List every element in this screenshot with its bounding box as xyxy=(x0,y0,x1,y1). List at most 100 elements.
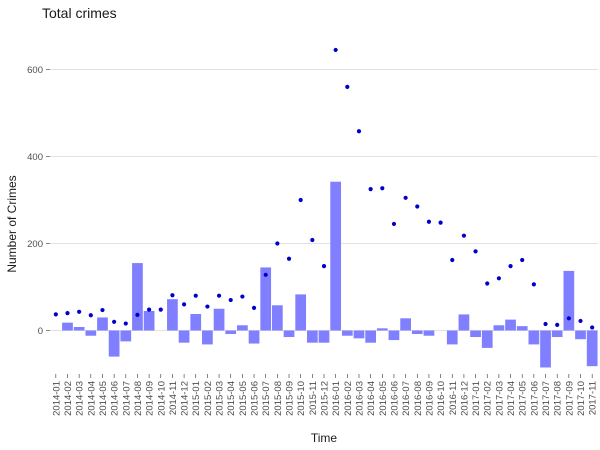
y-tick-label-2: 400 xyxy=(27,152,43,163)
bar-2016-01 xyxy=(330,181,342,331)
bar-2016-07 xyxy=(400,318,411,331)
bar-2015-01 xyxy=(190,313,202,331)
x-tick-label-2015-11: 2015-11 xyxy=(308,381,319,415)
chart-title: Total crimes xyxy=(42,5,117,21)
x-tick-label-2017-08: 2017-08 xyxy=(553,381,564,416)
x-tick-label-2014-05: 2014-05 xyxy=(98,381,109,416)
bar-2014-08 xyxy=(132,263,143,331)
x-tick-label-2016-10: 2016-10 xyxy=(436,381,447,416)
bar-2017-03 xyxy=(493,325,505,331)
point-2015-03 xyxy=(216,293,222,298)
x-axis-label: Time xyxy=(311,431,338,445)
x-tick-label-2016-03: 2016-03 xyxy=(354,381,365,416)
point-2016-04 xyxy=(368,187,373,192)
x-tick-label-2016-05: 2016-05 xyxy=(378,381,389,416)
point-2014-05 xyxy=(100,307,105,313)
bar-2016-09 xyxy=(423,330,435,336)
x-tick-label-2014-02: 2014-02 xyxy=(63,381,74,416)
point-2017-04 xyxy=(508,264,513,269)
point-2017-09 xyxy=(566,316,571,321)
x-tick-label-2015-07: 2015-07 xyxy=(261,381,272,416)
x-tick-label-2016-11: 2016-11 xyxy=(448,381,459,415)
point-2017-02 xyxy=(485,281,490,286)
bar-2016-05 xyxy=(376,328,388,331)
point-2016-10 xyxy=(438,220,443,225)
x-tick-label-2017-01: 2017-01 xyxy=(471,381,482,416)
x-tick-label-2016-09: 2016-09 xyxy=(424,381,435,416)
point-2014-08 xyxy=(135,312,140,317)
bar-2017-04 xyxy=(505,319,516,331)
point-2016-12 xyxy=(461,233,467,238)
bar-2014-04 xyxy=(85,330,97,336)
point-2015-11 xyxy=(310,237,315,243)
x-tick-label-2015-12: 2015-12 xyxy=(320,381,331,416)
point-2015-05 xyxy=(240,294,245,299)
point-2017-05 xyxy=(520,257,525,263)
point-2017-03 xyxy=(496,276,501,281)
point-series xyxy=(53,47,595,330)
bar-2015-11 xyxy=(306,330,318,343)
point-2015-12 xyxy=(321,264,327,269)
point-2016-03 xyxy=(356,129,362,134)
bar-2017-08 xyxy=(551,330,563,338)
bar-2017-02 xyxy=(481,330,493,348)
x-tick-label-2016-01: 2016-01 xyxy=(331,381,342,416)
bar-2014-09 xyxy=(143,310,155,331)
x-tick-label-2014-06: 2014-06 xyxy=(110,381,121,416)
bar-2017-05 xyxy=(516,326,528,331)
point-2017-11 xyxy=(590,325,595,330)
point-2015-02 xyxy=(205,304,210,309)
point-2014-03 xyxy=(77,309,82,314)
point-2015-09 xyxy=(286,256,292,261)
x-tick-label-2014-11: 2014-11 xyxy=(168,381,179,415)
bar-2015-04 xyxy=(225,330,237,334)
x-tick-label-2015-04: 2015-04 xyxy=(226,381,237,416)
x-tick-label-2017-07: 2017-07 xyxy=(541,381,552,416)
x-tick-label-2015-05: 2015-05 xyxy=(238,381,249,416)
bar-2016-04 xyxy=(365,330,377,343)
bar-2014-05 xyxy=(97,317,108,331)
x-tick-label-2017-02: 2017-02 xyxy=(483,381,494,416)
x-tick-label-2015-08: 2015-08 xyxy=(273,381,284,416)
x-tick-label-2015-09: 2015-09 xyxy=(285,381,296,416)
bar-2015-02 xyxy=(202,330,213,345)
x-tick-label-2017-04: 2017-04 xyxy=(506,381,517,416)
x-tick-label-2015-10: 2015-10 xyxy=(296,381,307,416)
point-2017-10 xyxy=(578,318,583,324)
point-2016-01 xyxy=(333,47,338,53)
x-tick-label-2017-06: 2017-06 xyxy=(529,381,540,416)
point-2014-07 xyxy=(123,321,128,326)
x-tick-label-2017-05: 2017-05 xyxy=(518,381,529,416)
bar-2017-09 xyxy=(563,270,575,331)
x-tick-label-2017-03: 2017-03 xyxy=(494,381,505,416)
y-tick-label-3: 600 xyxy=(27,65,43,76)
x-tick-label-2014-03: 2014-03 xyxy=(75,381,86,416)
point-2017-08 xyxy=(555,322,560,327)
x-tick-label-2016-12: 2016-12 xyxy=(459,381,470,416)
bar-2016-11 xyxy=(446,330,458,345)
x-tick-label-2014-10: 2014-10 xyxy=(156,381,167,416)
bar-2017-11 xyxy=(586,330,598,367)
x-tick-label-2014-01: 2014-01 xyxy=(51,381,62,416)
bar-2015-09 xyxy=(283,330,295,338)
x-tick-label-2016-04: 2016-04 xyxy=(366,381,377,416)
bar-2015-08 xyxy=(271,305,283,331)
x-tick-label-2016-08: 2016-08 xyxy=(413,381,424,416)
x-tick-label-2017-10: 2017-10 xyxy=(576,381,587,416)
bar-2016-06 xyxy=(388,330,400,341)
bar-2017-07 xyxy=(540,330,551,368)
x-tick-label-2015-02: 2015-02 xyxy=(203,381,214,416)
point-2015-04 xyxy=(228,297,233,303)
x-tick-label-2016-06: 2016-06 xyxy=(389,381,400,416)
bar-2016-12 xyxy=(458,314,470,331)
bar-2016-02 xyxy=(341,330,353,336)
point-2014-04 xyxy=(88,313,93,318)
bar-2015-03 xyxy=(213,308,225,331)
bar-2014-06 xyxy=(108,330,120,357)
bar-2015-06 xyxy=(248,330,260,344)
x-tick-label-2015-01: 2015-01 xyxy=(191,381,202,416)
x-tick-label-2014-08: 2014-08 xyxy=(133,381,144,416)
point-2017-06 xyxy=(531,282,536,287)
point-2014-06 xyxy=(112,319,117,324)
point-2015-01 xyxy=(193,293,198,298)
